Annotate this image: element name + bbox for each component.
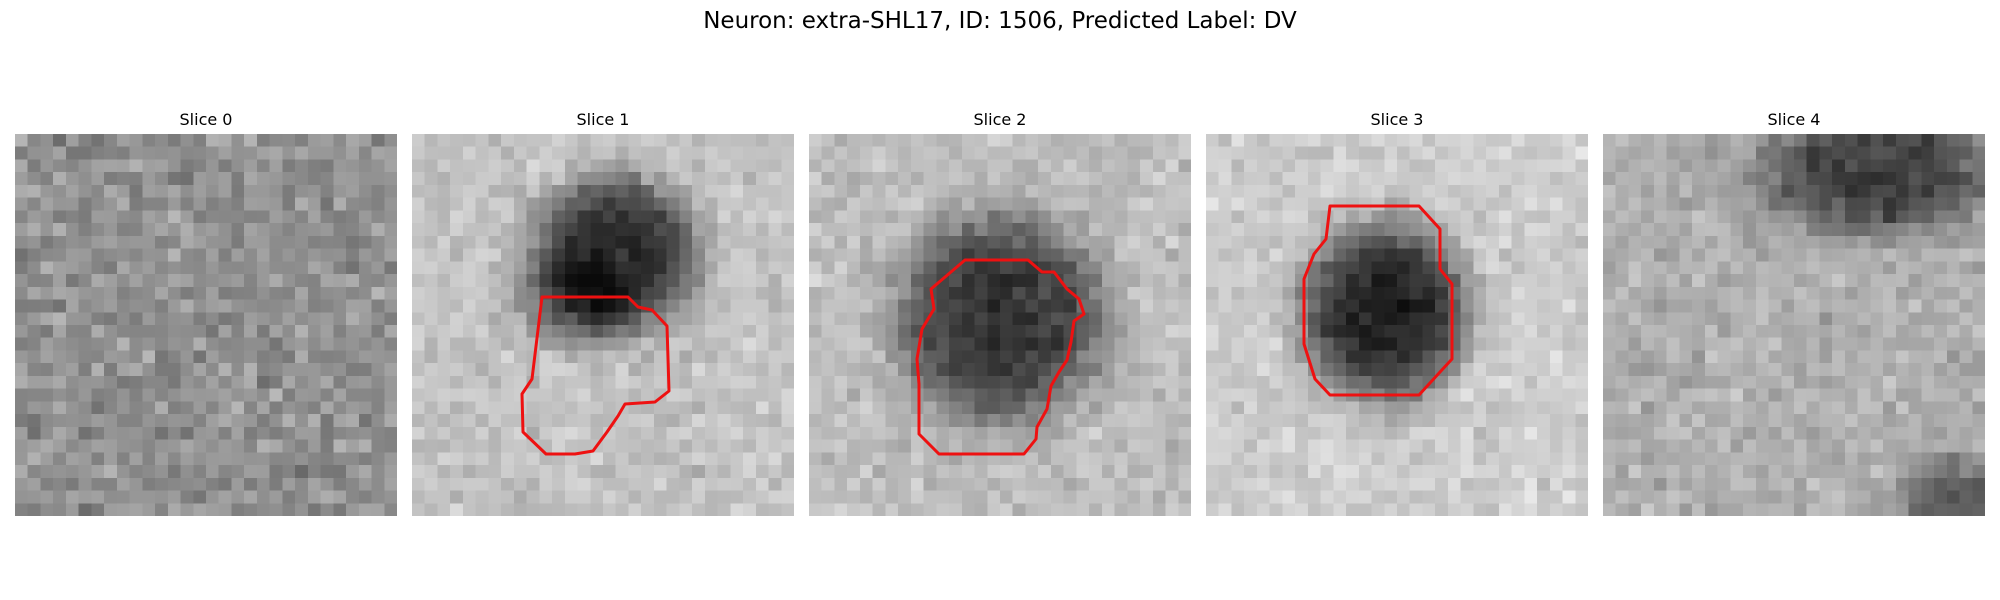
slice-image (809, 134, 1191, 516)
contour-line (1302, 204, 1454, 397)
roi-contour (1302, 204, 1454, 397)
slice-title: Slice 2 (973, 110, 1027, 129)
slice-title: Slice 1 (576, 110, 630, 129)
slice-panel-4: Slice 4 (1603, 110, 1985, 516)
slice-image (15, 134, 397, 516)
slice-title: Slice 0 (179, 110, 233, 129)
slice-image (412, 134, 794, 516)
slice-panel-3: Slice 3 (1206, 110, 1588, 516)
slice-title: Slice 3 (1370, 110, 1424, 129)
slice-image (1206, 134, 1588, 516)
figure-title: Neuron: extra-SHL17, ID: 1506, Predicted… (703, 8, 1297, 34)
roi-contour (915, 258, 1086, 456)
contour-line (915, 258, 1086, 456)
slice-panel-2: Slice 2 (809, 110, 1191, 516)
slice-title: Slice 4 (1767, 110, 1821, 129)
slice-panel-1: Slice 1 (412, 110, 794, 516)
contour-line (520, 295, 671, 456)
roi-contour (520, 295, 671, 456)
slice-image (1603, 134, 1985, 516)
slice-panel-0: Slice 0 (15, 110, 397, 516)
